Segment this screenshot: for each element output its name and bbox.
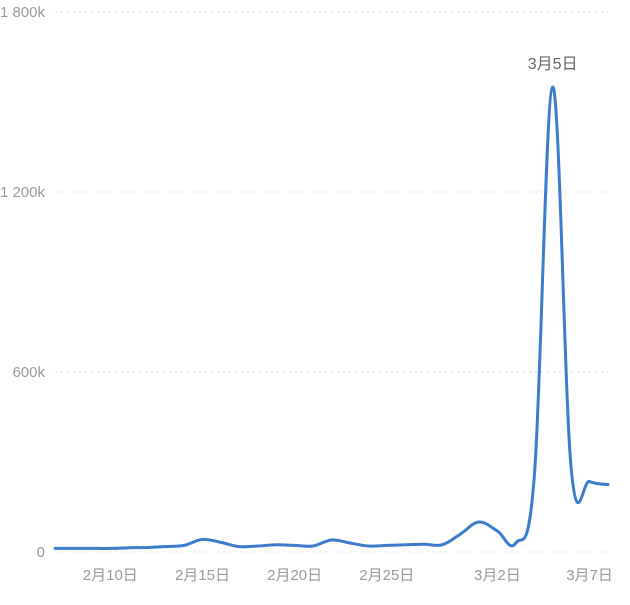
x-axis-label: 2月15日 bbox=[175, 567, 230, 584]
peak-label: 3月5日 bbox=[528, 56, 578, 73]
chart-svg: 0 600k 1 200k 1 800k 2月10日 2月15日 2月20日 2月25日 3月2… bbox=[0, 0, 630, 605]
chart-background bbox=[0, 0, 630, 605]
y-axis-label: 0 bbox=[37, 544, 45, 561]
y-axis-label: 600k bbox=[12, 364, 45, 381]
y-axis-label: 1 800k bbox=[0, 4, 45, 21]
x-axis-label: 2月20日 bbox=[267, 567, 322, 584]
x-axis-label: 3月7日 bbox=[566, 567, 613, 584]
x-axis-label: 3月2日 bbox=[474, 567, 521, 584]
y-axis-label: 1 200k bbox=[0, 184, 45, 201]
x-axis-label: 2月10日 bbox=[83, 567, 138, 584]
line-chart: 0 600k 1 200k 1 800k 2月10日 2月15日 2月20日 2月25日 3月2… bbox=[0, 0, 630, 605]
x-axis-label: 2月25日 bbox=[359, 567, 414, 584]
